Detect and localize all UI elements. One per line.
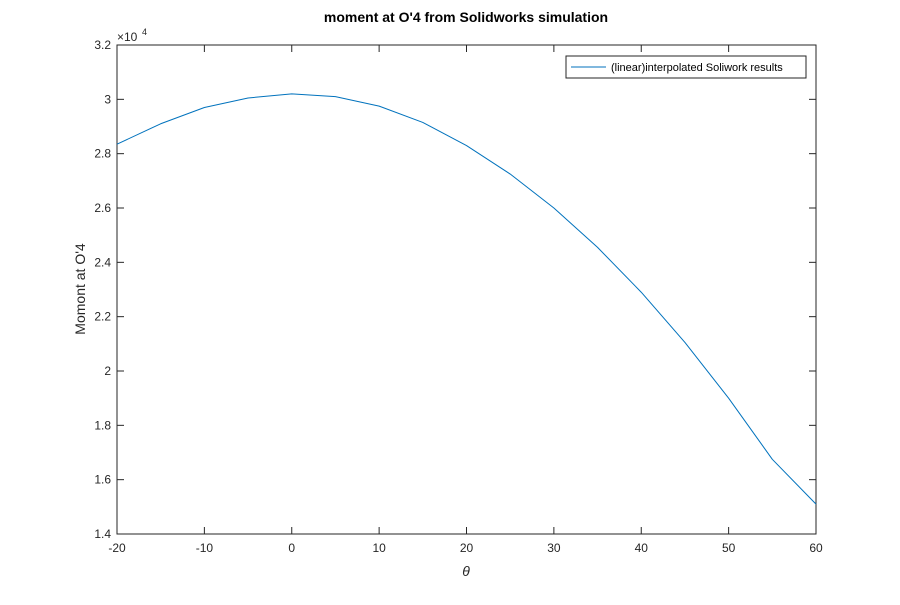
y-tick-label: 1.8 — [94, 418, 111, 432]
legend-entry-label: (linear)interpolated Soliwork results — [611, 62, 783, 74]
y-tick-label: 2.2 — [94, 310, 111, 324]
y-tick-label: 2.6 — [94, 201, 111, 215]
x-tick-label: 50 — [722, 541, 736, 555]
x-tick-label: -20 — [108, 541, 126, 555]
x-tick-label: 60 — [809, 541, 823, 555]
x-tick-label: -10 — [196, 541, 214, 555]
y-tick-label: 3 — [104, 92, 111, 106]
chart-title: moment at O'4 from Solidworks simulation — [324, 9, 608, 25]
y-tick-label: 2 — [104, 364, 111, 378]
y-tick-label: 1.4 — [94, 527, 111, 541]
y-exponent-base: ×10 — [117, 30, 138, 44]
y-tick-label: 1.6 — [94, 473, 111, 487]
y-exponent-power: 4 — [142, 27, 147, 37]
y-tick-label: 3.2 — [94, 38, 111, 52]
y-axis-label: Momont at O'4 — [72, 243, 88, 335]
x-axis-label: θ — [462, 563, 470, 579]
series-line-0 — [116, 93, 817, 505]
x-tick-label: 10 — [372, 541, 386, 555]
legend-box — [565, 55, 807, 79]
y-exponent: ×10 4 — [117, 27, 147, 44]
legend: (linear)interpolated Soliwork results — [565, 55, 807, 79]
axes: -20 -10 0 10 20 30 40 50 60 1.4 1.6 1.8 2 2.2 2.4 2.6 2.… — [94, 38, 823, 555]
plot-area — [117, 45, 816, 534]
series-layer — [116, 93, 817, 505]
x-tick-label: 20 — [460, 541, 474, 555]
x-tick-label: 40 — [635, 541, 649, 555]
x-tick-label: 30 — [547, 541, 561, 555]
y-tick-label: 2.4 — [94, 255, 111, 269]
x-tick-label: 0 — [288, 541, 295, 555]
y-tick-label: 2.8 — [94, 147, 111, 161]
